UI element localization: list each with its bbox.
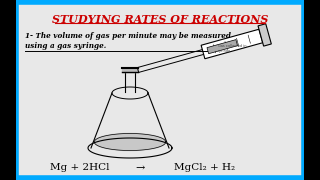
Text: →: → [135, 163, 145, 173]
Text: Gas collected in
syringe: Gas collected in syringe [218, 44, 246, 53]
Polygon shape [122, 68, 138, 72]
Polygon shape [94, 134, 166, 150]
Text: 1- The volume of gas per minute may be measured: 1- The volume of gas per minute may be m… [25, 32, 231, 40]
Bar [0, 0, 16, 180]
Text: Mg + 2HCl: Mg + 2HCl [50, 163, 110, 172]
Text: using a gas syringe.: using a gas syringe. [25, 42, 106, 50]
Bar [304, 0, 320, 180]
Polygon shape [201, 29, 263, 59]
Text: MgCl₂ + H₂: MgCl₂ + H₂ [174, 163, 236, 172]
Text: STUDYING RATES OF REACTIONS: STUDYING RATES OF REACTIONS [52, 14, 268, 25]
Polygon shape [207, 40, 237, 54]
Polygon shape [258, 24, 271, 46]
